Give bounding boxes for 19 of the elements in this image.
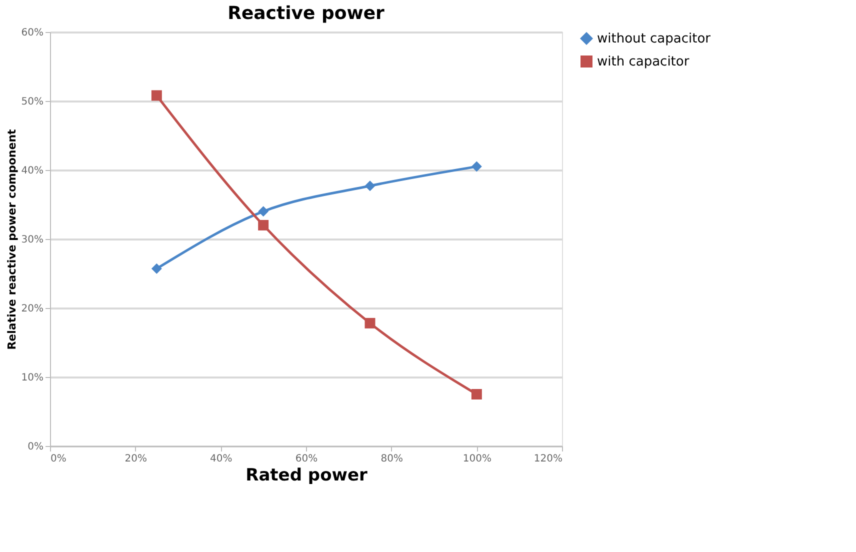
x-tick-label: 0% [50, 454, 66, 464]
y-tick-label: 60% [21, 28, 44, 38]
y-tick-label: 0% [28, 442, 44, 452]
x-tick-label: 20% [124, 454, 147, 464]
y-tick-label: 20% [21, 304, 44, 314]
x-tick-label: 120% [534, 454, 562, 464]
y-tick-label: 30% [21, 234, 44, 246]
x-tick-label: 100% [462, 454, 492, 464]
y-tick-label: 40% [21, 166, 44, 176]
y-tick-label: 10% [21, 372, 44, 384]
x-tick-label: 80% [380, 454, 403, 464]
y-axis-title: Relative reactive power component [5, 129, 18, 350]
y-tick-label: 50% [21, 96, 44, 108]
x-tick-label: 40% [210, 454, 232, 464]
chart-title: Reactive power [228, 3, 385, 24]
x-tick-label: 60% [295, 454, 318, 464]
legend-label: with capacitor [597, 54, 690, 70]
legend-label: without capacitor [597, 32, 712, 46]
x-axis-title: Rated power [246, 466, 368, 486]
